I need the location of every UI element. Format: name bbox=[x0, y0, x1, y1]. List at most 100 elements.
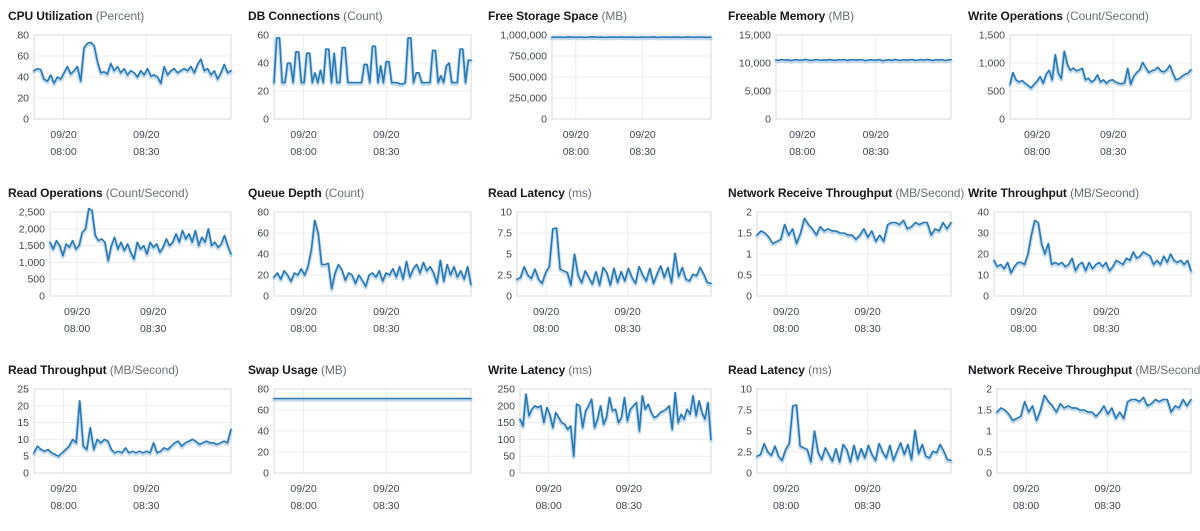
chart-plot[interactable]: 0 20 40 60 80 09/20 08:00 09/20 08:30 bbox=[8, 29, 238, 161]
svg-text:750,000: 750,000 bbox=[509, 51, 547, 63]
x-axis-labels: 09/20 08:00 09/20 08:30 bbox=[533, 306, 641, 335]
svg-text:09/20: 09/20 bbox=[629, 129, 655, 141]
svg-text:08:00: 08:00 bbox=[64, 323, 90, 335]
x-axis-labels: 09/20 08:00 09/20 08:30 bbox=[290, 129, 399, 158]
svg-text:08:30: 08:30 bbox=[863, 146, 889, 158]
svg-text:2,500: 2,500 bbox=[19, 207, 45, 219]
chart-plot[interactable]: 0 20 40 60 09/20 08:00 09/20 08:30 bbox=[248, 29, 478, 161]
svg-text:0: 0 bbox=[23, 468, 29, 480]
data-line bbox=[755, 404, 953, 466]
svg-text:08:00: 08:00 bbox=[290, 500, 316, 512]
chart-plot[interactable]: 0 500 1,000 1,500 09/20 08:00 09/20 08:30 bbox=[968, 29, 1198, 161]
svg-text:08:00: 08:00 bbox=[773, 500, 799, 512]
svg-text:1,000: 1,000 bbox=[19, 257, 45, 269]
gridlines bbox=[49, 211, 232, 297]
data-line bbox=[32, 399, 233, 460]
chart-unit: (MB/Second) bbox=[895, 186, 965, 200]
chart-plot[interactable]: 0 10 20 30 40 09/20 08:00 09/20 08:30 bbox=[968, 206, 1198, 338]
svg-text:08:00: 08:00 bbox=[50, 146, 76, 158]
svg-text:09/20: 09/20 bbox=[1013, 483, 1039, 495]
svg-text:08:30: 08:30 bbox=[373, 323, 399, 335]
svg-text:0: 0 bbox=[746, 468, 752, 480]
chart-plot[interactable]: 0 5 10 15 20 25 09/20 08:00 09/20 08:30 bbox=[8, 383, 238, 515]
svg-text:0: 0 bbox=[983, 291, 989, 303]
svg-text:09/20: 09/20 bbox=[773, 306, 799, 318]
chart-card-read-operations[interactable]: Read Operations (Count/Second) 0 500 1,000… bbox=[0, 177, 240, 354]
y-axis-labels: 0 50 100 150 200 250 bbox=[497, 384, 515, 480]
svg-text:5: 5 bbox=[506, 249, 512, 261]
y-axis-labels: 0 20 40 60 80 bbox=[17, 30, 29, 126]
svg-text:08:30: 08:30 bbox=[133, 500, 159, 512]
chart-card-network-receive-throughput[interactable]: Network Receive Throughput (MB/Second) 0… bbox=[960, 354, 1200, 531]
svg-text:150: 150 bbox=[497, 417, 515, 429]
x-axis-labels: 09/20 08:00 09/20 08:30 bbox=[773, 483, 881, 512]
chart-plot[interactable]: 0 20 40 60 80 09/20 08:00 09/20 08:30 bbox=[248, 206, 478, 338]
y-axis-labels: 0 20 40 60 80 bbox=[257, 207, 269, 303]
chart-plot[interactable]: 0 50 100 150 200 250 09/20 08:00 09/20 08:30 bbox=[488, 383, 718, 515]
svg-text:1: 1 bbox=[746, 249, 752, 261]
chart-card-network-receive-throughput[interactable]: Network Receive Throughput (MB/Second) 0… bbox=[720, 177, 964, 354]
svg-text:08:30: 08:30 bbox=[373, 500, 399, 512]
x-axis-labels: 09/20 08:00 09/20 08:30 bbox=[50, 483, 159, 512]
chart-plot[interactable]: 0 250,000 500,000 750,000 1,000,000 09/20 08:0… bbox=[488, 29, 718, 161]
chart-card-read-latency[interactable]: Read Latency (ms) 0 2.5 5 7.5 10 09/20 08:00 09… bbox=[480, 177, 720, 354]
svg-text:200: 200 bbox=[497, 400, 515, 412]
chart-card-queue-depth[interactable]: Queue Depth (Count) 0 20 40 60 80 09/20 08:00 0… bbox=[240, 177, 480, 354]
svg-text:08:30: 08:30 bbox=[616, 500, 642, 512]
svg-text:09/20: 09/20 bbox=[773, 483, 799, 495]
y-axis-labels: 0 2.5 5 7.5 10 bbox=[737, 384, 752, 480]
svg-text:08:30: 08:30 bbox=[854, 323, 880, 335]
chart-card-read-latency[interactable]: Read Latency (ms) 0 2.5 5 7.5 10 09/20 08:00 09… bbox=[720, 354, 960, 531]
svg-text:09/20: 09/20 bbox=[373, 306, 399, 318]
svg-text:0: 0 bbox=[986, 468, 992, 480]
chart-unit: (MB/Second) bbox=[109, 363, 179, 377]
chart-title: Freeable Memory bbox=[728, 9, 826, 23]
chart-header: Free Storage Space (MB) bbox=[488, 9, 716, 23]
svg-text:09/20: 09/20 bbox=[50, 129, 76, 141]
chart-card-write-operations[interactable]: Write Operations (Count/Second) 0 500 1,00… bbox=[960, 0, 1200, 177]
svg-text:250,000: 250,000 bbox=[509, 93, 547, 105]
chart-card-swap-usage[interactable]: Swap Usage (MB) 0 20 40 60 80 09/20 08:00 09/20… bbox=[240, 354, 480, 531]
chart-plot[interactable]: 0 2.5 5 7.5 10 09/20 08:00 09/20 08:30 bbox=[488, 206, 718, 338]
chart-card-write-throughput[interactable]: Write Throughput (MB/Second) 0 10 20 30 40 09… bbox=[960, 177, 1200, 354]
chart-plot[interactable]: 0 5,000 10,000 15,000 09/20 08:00 09/20 08:30 bbox=[728, 29, 958, 161]
chart-title: Read Throughput bbox=[8, 363, 107, 377]
svg-text:08:00: 08:00 bbox=[50, 500, 76, 512]
x-axis-labels: 09/20 08:00 09/20 08:30 bbox=[64, 306, 166, 335]
chart-card-write-latency[interactable]: Write Latency (ms) 0 50 100 150 200 250 09/20 0… bbox=[480, 354, 720, 531]
chart-plot[interactable]: 0 20 40 60 80 09/20 08:00 09/20 08:30 bbox=[248, 383, 478, 515]
svg-text:1: 1 bbox=[986, 426, 992, 438]
svg-text:60: 60 bbox=[257, 30, 269, 42]
gridlines bbox=[519, 388, 712, 474]
chart-card-db-connections[interactable]: DB Connections (Count) 0 20 40 60 09/20 08:00… bbox=[240, 0, 480, 177]
chart-card-cpu-utilization[interactable]: CPU Utilization (Percent) 0 20 40 60 80 09/20… bbox=[0, 0, 240, 177]
gridlines bbox=[273, 211, 472, 297]
svg-text:08:00: 08:00 bbox=[773, 323, 799, 335]
svg-text:40: 40 bbox=[17, 72, 29, 84]
chart-header: Write Latency (ms) bbox=[488, 363, 716, 377]
chart-plot[interactable]: 0 0.5 1 1.5 2 09/20 08:00 09/20 08:30 bbox=[968, 383, 1198, 515]
svg-text:80: 80 bbox=[17, 30, 29, 42]
y-axis-labels: 0 250,000 500,000 750,000 1,000,000 bbox=[500, 30, 547, 126]
chart-card-read-throughput[interactable]: Read Throughput (MB/Second) 0 5 10 15 20 25 09… bbox=[0, 354, 240, 531]
svg-text:09/20: 09/20 bbox=[854, 483, 880, 495]
x-axis-labels: 09/20 08:00 09/20 08:30 bbox=[536, 483, 643, 512]
x-axis-labels: 09/20 08:00 09/20 08:30 bbox=[1024, 129, 1126, 158]
chart-plot[interactable]: 0 0.5 1 1.5 2 09/20 08:00 09/20 08:30 bbox=[728, 206, 958, 338]
svg-text:10: 10 bbox=[500, 207, 512, 219]
chart-plot[interactable]: 05001,0001,5002,0002,50009/2008:0009/200… bbox=[8, 206, 238, 338]
chart-plot[interactable]: 0 2.5 5 7.5 10 09/20 08:00 09/20 08:30 bbox=[728, 383, 958, 515]
svg-text:08:00: 08:00 bbox=[533, 323, 559, 335]
chart-title: DB Connections bbox=[248, 9, 340, 23]
gridlines bbox=[551, 34, 712, 120]
svg-text:09/20: 09/20 bbox=[133, 129, 159, 141]
gridlines bbox=[775, 34, 952, 120]
svg-text:0: 0 bbox=[506, 291, 512, 303]
svg-text:09/20: 09/20 bbox=[563, 129, 589, 141]
svg-text:10: 10 bbox=[740, 384, 752, 396]
chart-unit: (MB/Second) bbox=[1070, 186, 1139, 200]
chart-card-free-storage-space[interactable]: Free Storage Space (MB) 0 250,000 500,000 7… bbox=[480, 0, 720, 177]
data-line bbox=[272, 219, 473, 292]
chart-card-freeable-memory[interactable]: Freeable Memory (MB) 0 5,000 10,000 15,000 0… bbox=[720, 0, 960, 177]
